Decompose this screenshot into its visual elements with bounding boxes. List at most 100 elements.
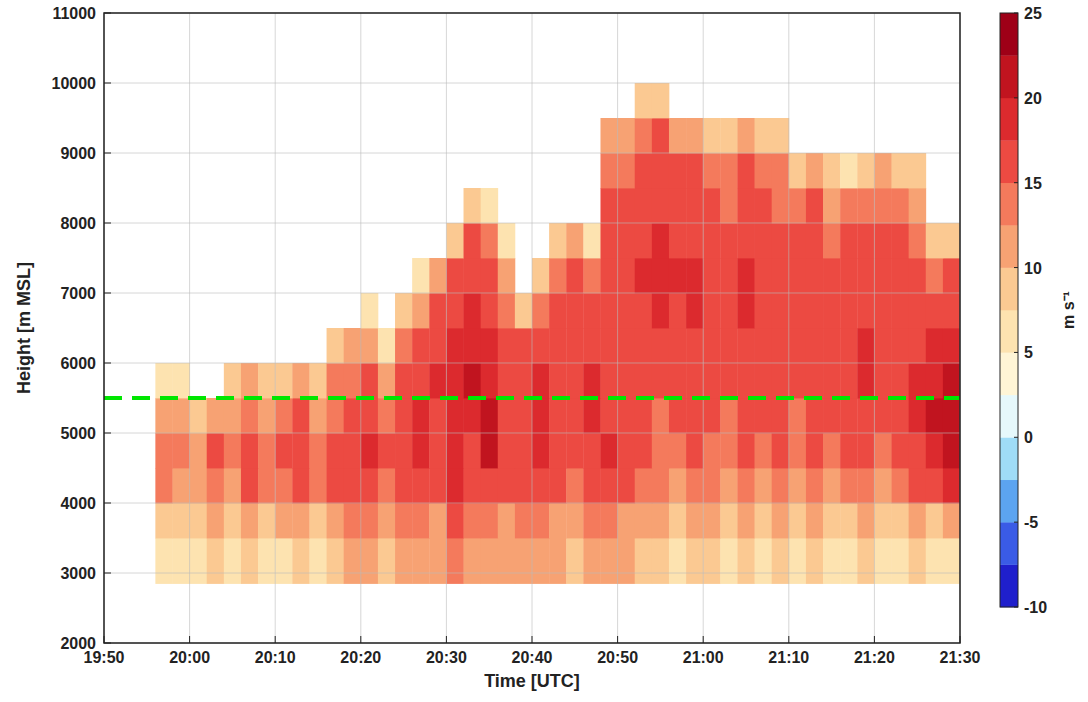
- cell: [549, 293, 567, 328]
- cell: [395, 538, 413, 584]
- cell: [275, 398, 293, 433]
- cell: [755, 328, 773, 363]
- cell: [241, 538, 259, 584]
- cell: [600, 538, 618, 584]
- cell: [327, 398, 345, 433]
- cell: [361, 293, 379, 328]
- cell: [481, 468, 499, 503]
- cell: [566, 398, 584, 433]
- cell: [549, 503, 567, 538]
- tick-label: 3000: [60, 565, 96, 582]
- cell: [464, 398, 482, 433]
- colorbar-tick-label: -5: [1024, 514, 1038, 531]
- cell: [840, 503, 858, 538]
- cell: [926, 538, 944, 584]
- cell: [823, 153, 841, 188]
- cell: [755, 433, 773, 468]
- cell: [344, 538, 362, 584]
- cell: [618, 538, 636, 584]
- cell: [772, 468, 790, 503]
- cell: [344, 468, 362, 503]
- cell: [686, 398, 704, 433]
- cell: [600, 118, 618, 153]
- cell: [155, 503, 173, 538]
- cell: [635, 83, 653, 118]
- cell: [943, 398, 960, 433]
- cell: [943, 293, 960, 328]
- cell: [224, 503, 242, 538]
- grid-line: [360, 13, 361, 643]
- cell: [600, 363, 618, 398]
- cell: [224, 363, 242, 398]
- cell: [155, 433, 173, 468]
- cell: [395, 433, 413, 468]
- cell: [652, 398, 670, 433]
- cell: [840, 293, 858, 328]
- cell: [481, 433, 499, 468]
- cell: [464, 188, 482, 223]
- grid-line: [104, 293, 960, 294]
- cell: [481, 258, 499, 293]
- cell: [549, 538, 567, 584]
- cell: [892, 433, 910, 468]
- cell: [395, 503, 413, 538]
- cell: [857, 433, 875, 468]
- cell: [806, 468, 824, 503]
- cell: [172, 503, 190, 538]
- cell: [515, 328, 533, 363]
- cell: [926, 223, 944, 258]
- cell: [686, 328, 704, 363]
- cell: [446, 328, 464, 363]
- cell: [600, 188, 618, 223]
- cell: [207, 538, 225, 584]
- cell: [446, 293, 464, 328]
- colorbar-tick: [1014, 522, 1018, 523]
- cell: [652, 293, 670, 328]
- cell: [823, 538, 841, 584]
- cell: [823, 398, 841, 433]
- cell: [395, 363, 413, 398]
- cell: [720, 468, 738, 503]
- cell: [789, 223, 807, 258]
- cell: [532, 503, 550, 538]
- tick: [446, 636, 447, 643]
- cell: [498, 433, 516, 468]
- tick: [703, 636, 704, 643]
- cell: [686, 118, 704, 153]
- cell: [892, 153, 910, 188]
- cell: [703, 223, 721, 258]
- cell: [378, 538, 396, 584]
- cell: [258, 468, 276, 503]
- cell: [241, 503, 259, 538]
- cell: [635, 223, 653, 258]
- cell: [737, 503, 755, 538]
- cell: [857, 153, 875, 188]
- cell: [703, 503, 721, 538]
- cell: [275, 503, 293, 538]
- cell: [857, 538, 875, 584]
- cell: [840, 328, 858, 363]
- cell: [772, 223, 790, 258]
- cell: [224, 538, 242, 584]
- cell: [823, 503, 841, 538]
- cell: [258, 433, 276, 468]
- cell: [464, 363, 482, 398]
- grid-line: [104, 83, 960, 84]
- tick-label: 21:20: [854, 649, 895, 666]
- cell: [909, 363, 927, 398]
- cell: [515, 363, 533, 398]
- cell: [600, 223, 618, 258]
- tick: [104, 83, 111, 84]
- tick: [960, 636, 961, 643]
- cell: [874, 538, 892, 584]
- cell: [549, 328, 567, 363]
- cell: [686, 433, 704, 468]
- cell: [395, 398, 413, 433]
- cell: [600, 328, 618, 363]
- cell: [720, 433, 738, 468]
- cell: [874, 398, 892, 433]
- cell: [344, 328, 362, 363]
- cell: [755, 538, 773, 584]
- cell: [686, 188, 704, 223]
- cell: [515, 293, 533, 328]
